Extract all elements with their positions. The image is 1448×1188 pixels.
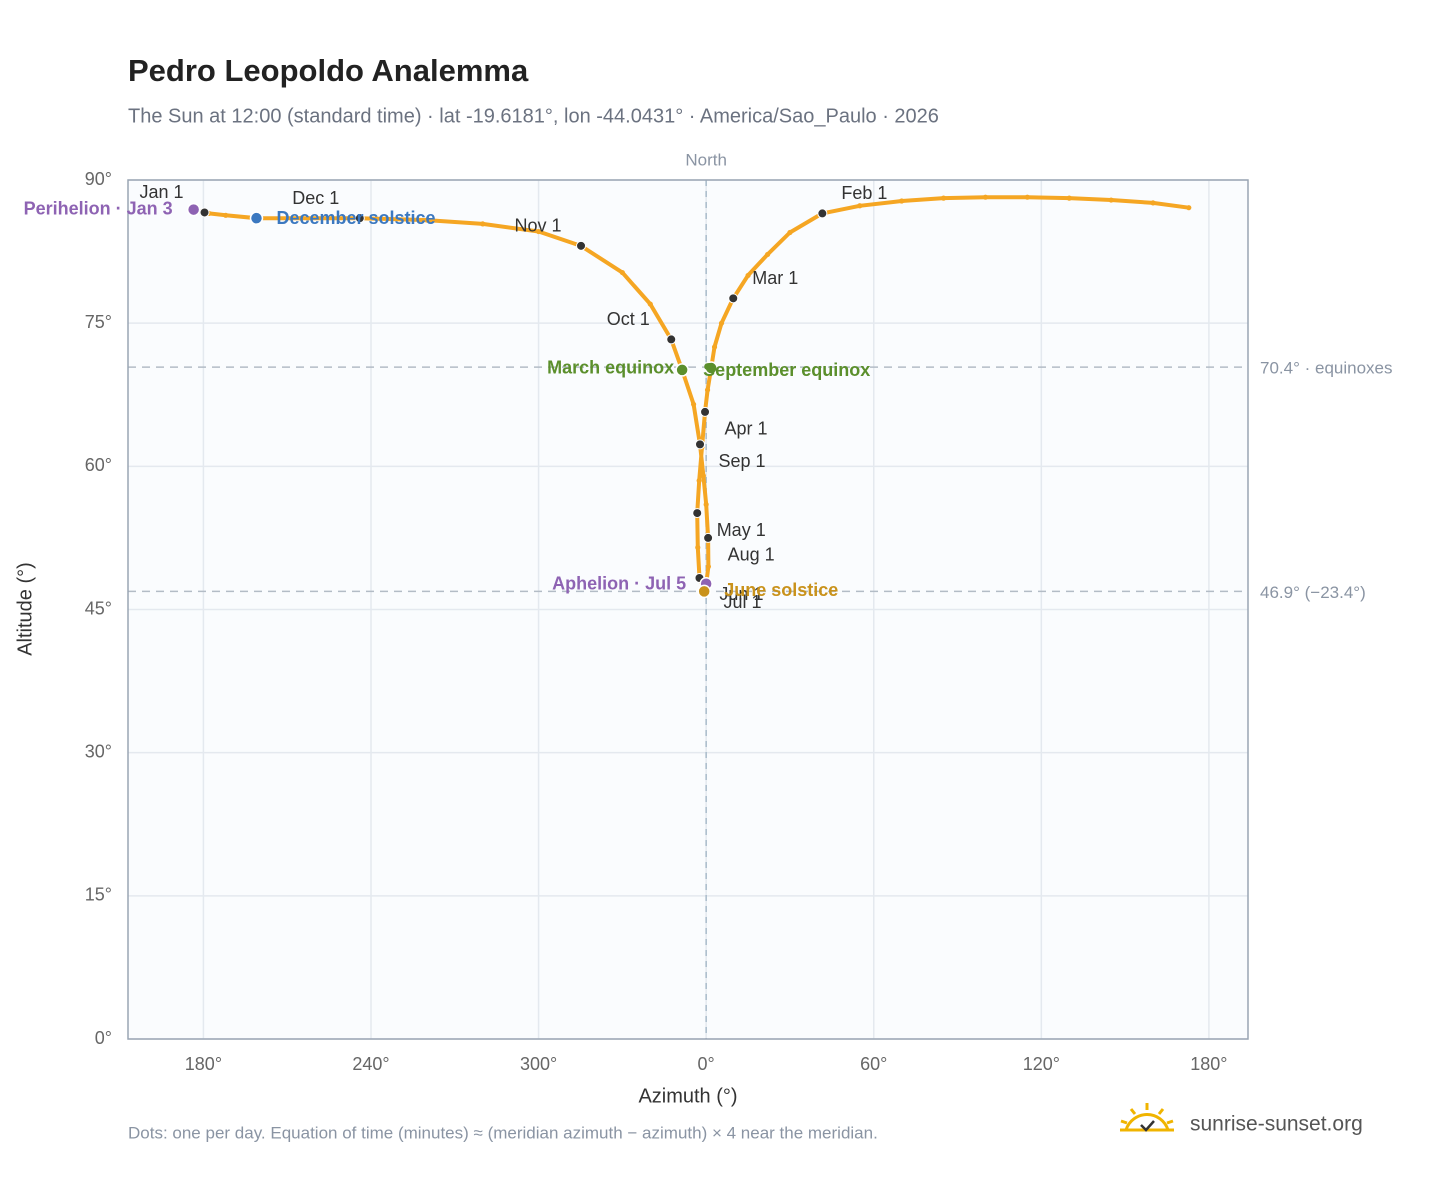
month-label: Aug 1: [728, 545, 775, 565]
day-dot: [703, 501, 709, 508]
month-marker: [728, 293, 739, 304]
brand-logo: [1120, 1103, 1174, 1132]
event-marker: [675, 363, 689, 377]
month-label: Jan 1: [140, 182, 184, 202]
month-label: Sep 1: [718, 451, 765, 471]
x-tick-label: 180°: [1190, 1054, 1227, 1074]
event-label: Perihelion · Jan 3: [24, 198, 173, 218]
chart-subtitle: The Sun at 12:00 (standard time) · lat -…: [128, 105, 939, 127]
day-dot: [899, 198, 905, 204]
y-tick-label: 0°: [95, 1028, 112, 1048]
x-tick-label: 240°: [352, 1054, 389, 1074]
event-label: March equinox: [547, 358, 674, 378]
month-label: Oct 1: [607, 309, 650, 329]
day-dot: [1024, 194, 1030, 200]
day-dot: [711, 344, 718, 350]
x-tick-label: 180°: [185, 1054, 222, 1074]
north-label: North: [685, 150, 727, 169]
day-dot: [696, 478, 702, 484]
day-dot: [690, 401, 697, 407]
x-axis-label: Azimuth (°): [638, 1085, 737, 1107]
month-marker: [354, 213, 365, 224]
footnote: Dots: one per day. Equation of time (min…: [128, 1123, 878, 1142]
day-dot: [695, 544, 701, 551]
day-dot: [704, 387, 711, 393]
event-marker: [704, 361, 718, 375]
day-dot: [1066, 195, 1072, 201]
day-dot: [424, 217, 430, 223]
y-axis-label: Altitude (°): [14, 562, 36, 656]
day-dot: [1186, 205, 1192, 211]
chart-title: Pedro Leopoldo Analemma: [128, 53, 529, 88]
plot-border: [127, 179, 1249, 1040]
day-dot: [765, 251, 771, 258]
event-marker: [249, 211, 264, 225]
month-marker: [817, 208, 828, 219]
day-dot: [940, 195, 947, 201]
y-tick-label: 60°: [85, 455, 112, 475]
month-label: Mar 1: [752, 268, 798, 288]
month-marker: [703, 532, 714, 543]
month-marker: [666, 334, 677, 345]
day-dot: [705, 563, 711, 570]
y-tick-label: 45°: [85, 598, 112, 618]
month-label: May 1: [717, 520, 766, 540]
event-marker: [697, 584, 711, 599]
day-dot: [480, 221, 486, 227]
x-tick-label: 0°: [698, 1054, 715, 1074]
y-tick-label: 30°: [85, 741, 112, 761]
event-label: December solstice: [276, 208, 435, 228]
day-dot: [718, 320, 725, 326]
month-label: Nov 1: [515, 216, 562, 236]
x-tick-label: 120°: [1023, 1054, 1060, 1074]
month-label: Feb 1: [841, 183, 887, 203]
x-tick-label: 300°: [520, 1054, 557, 1074]
event-marker: [186, 202, 201, 217]
month-label: Jul 1: [723, 592, 761, 612]
brand-name: sunrise-sunset.org: [1190, 1113, 1363, 1136]
day-dot: [647, 301, 653, 307]
day-dot: [1150, 200, 1156, 206]
day-dot: [298, 215, 304, 221]
month-label: Dec 1: [292, 188, 339, 208]
day-dot: [787, 229, 793, 236]
day-dot: [982, 194, 989, 200]
month-marker: [692, 508, 703, 519]
month-label: Jun 1: [719, 584, 763, 604]
day-dot: [1108, 197, 1114, 203]
reference-label: 70.4° · equinoxes: [1260, 359, 1393, 378]
month-marker: [199, 207, 210, 218]
y-tick-label: 90°: [85, 169, 112, 189]
day-dot: [857, 203, 863, 209]
event-label: Aphelion · Jul 5: [552, 573, 686, 593]
reference-label: 46.9° (−23.4°): [1260, 583, 1366, 602]
day-dot: [223, 212, 229, 218]
event-label: June solstice: [724, 580, 838, 600]
month-marker: [576, 240, 587, 251]
x-tick-label: 60°: [860, 1054, 887, 1074]
month-marker: [695, 439, 706, 450]
y-tick-label: 15°: [85, 885, 112, 905]
event-label: September equinox: [703, 360, 870, 380]
day-dot: [745, 272, 751, 279]
month-label: Apr 1: [725, 419, 768, 439]
day-dot: [619, 269, 625, 276]
day-dot: [700, 473, 706, 479]
day-dot: [535, 228, 542, 235]
y-tick-label: 75°: [85, 312, 112, 332]
month-marker: [700, 406, 711, 417]
